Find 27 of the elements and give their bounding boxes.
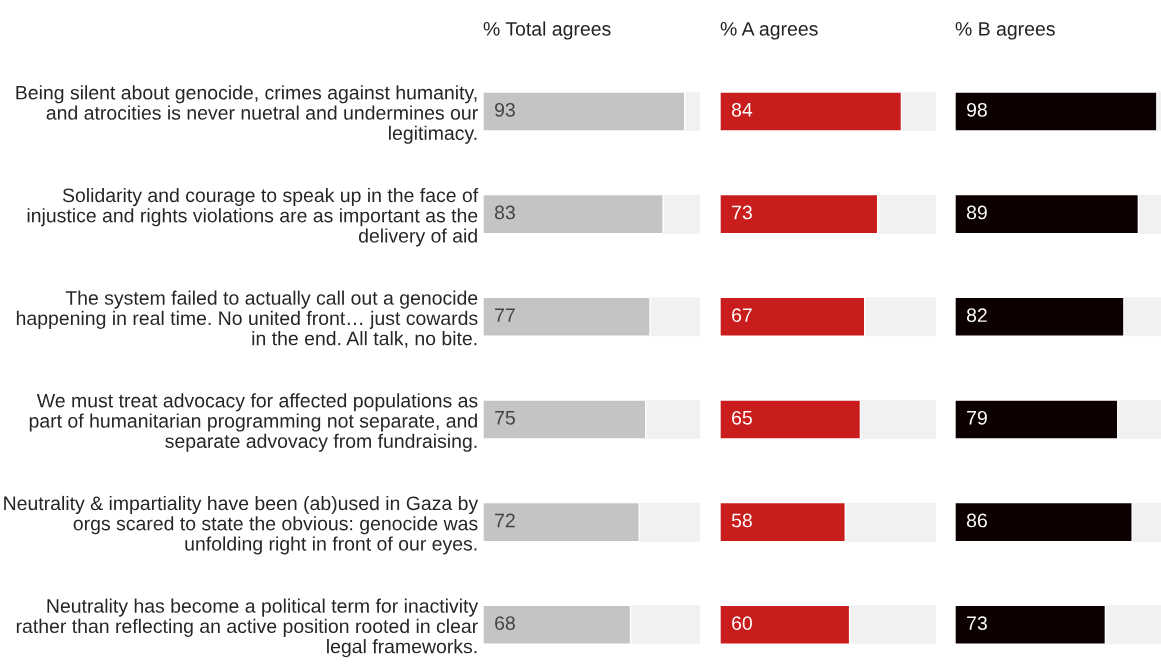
y-tick-label: Neutrality & impartiality have been (ab)used in Gaza by orgs scared to state the obvious: genocide was unfolding right in front of our eyes. — [4, 495, 479, 555]
data-label: 93 — [495, 102, 515, 117]
data-label: 75 — [495, 411, 515, 425]
data-label: 98 — [967, 102, 987, 117]
data-label: 68 — [495, 616, 515, 631]
y-tick-label: Solidarity and courage to speak up in the face of injustice and rights violations are as important as the delivery of aid — [27, 187, 479, 247]
chart-title: % Total agrees — [483, 21, 611, 40]
data-label: 73 — [967, 616, 987, 631]
data-label: 65 — [732, 410, 752, 425]
data-label: 60 — [732, 616, 752, 631]
data-label: 82 — [966, 308, 987, 323]
data-label: 58 — [731, 513, 752, 528]
data-label: 84 — [731, 102, 753, 117]
data-label: 73 — [732, 205, 752, 220]
data-label: 77 — [495, 308, 515, 322]
y-tick-label: We must treat advocacy for affected populations as part of humanitarian programming not separate, and separate advovacy from fundraising. — [29, 393, 478, 452]
chart-title: % B agrees — [955, 22, 1055, 40]
y-tick-label: The system failed to actually call out a genocide happening in real time. No united front… just cowards in the end. All talk, no bite. — [16, 290, 478, 348]
data-label: 72 — [495, 513, 515, 528]
chart-title: % A agrees — [720, 22, 818, 40]
data-label: 83 — [494, 205, 515, 220]
data-label: 89 — [966, 205, 987, 220]
data-label: 67 — [732, 308, 752, 323]
data-label: 79 — [967, 410, 987, 425]
y-tick-label: Being silent about genocide, crimes against humanity, and atrocities is never nuetral and undermines our legitimacy. — [16, 85, 478, 144]
data-label: 86 — [966, 513, 987, 528]
y-tick-label: Neutrality has become a political term for inactivity rather than reflecting an active position rooted in clear legal frameworks. — [16, 598, 479, 658]
